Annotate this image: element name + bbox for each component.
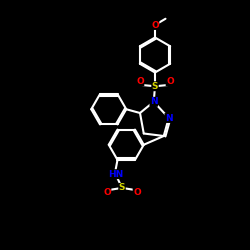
Text: O: O xyxy=(136,77,144,86)
Text: HN: HN xyxy=(108,170,124,179)
Text: O: O xyxy=(166,77,174,86)
Text: N: N xyxy=(150,97,158,106)
Text: N: N xyxy=(165,114,172,122)
Text: O: O xyxy=(151,20,159,30)
Text: O: O xyxy=(103,188,111,198)
Text: S: S xyxy=(152,82,158,91)
Text: O: O xyxy=(133,188,141,198)
Text: S: S xyxy=(119,184,125,192)
